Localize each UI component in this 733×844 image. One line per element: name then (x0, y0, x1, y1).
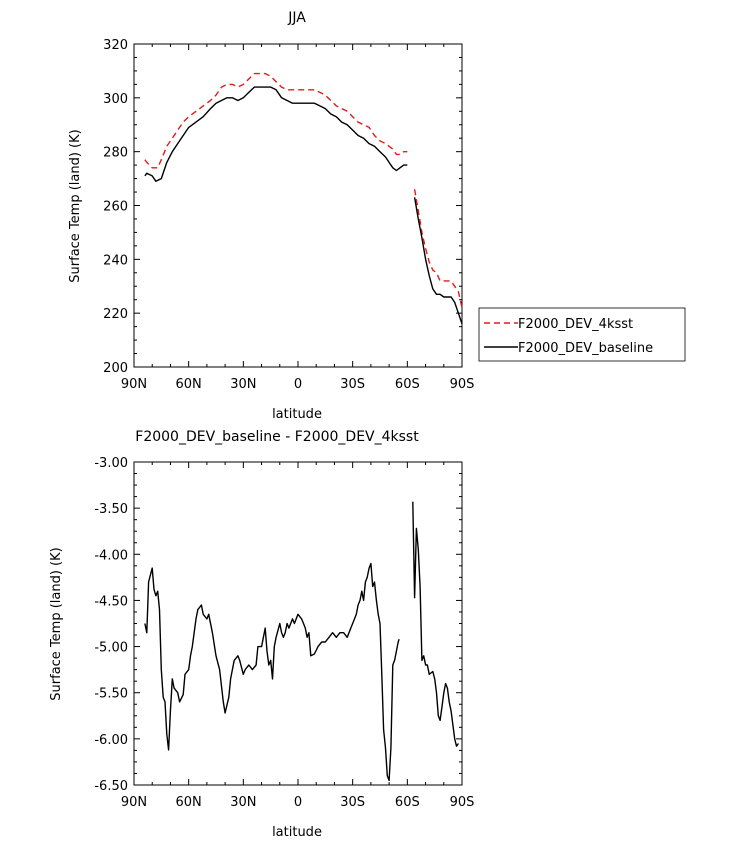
top-series-line-0 (413, 189, 463, 308)
top-y-axis-label: Surface Temp (land) (K) (68, 129, 83, 282)
legend-label-baseline: F2000_DEV_baseline (518, 341, 653, 356)
legend-box (478, 307, 686, 362)
bottom-x-ticks: 90N 60N 30N 0 30S 60S 90S (121, 462, 475, 810)
top-y-tick-label: 260 (103, 200, 128, 215)
top-y-tick-label: 320 (103, 38, 128, 53)
top-x-axis-label: latitude (272, 407, 322, 422)
bottom-y-tick-label: -6.50 (94, 779, 128, 794)
panel-top: JJA 90N 60N 30N 0 30S 60S 90S 200 220 240 260 280 3… (68, 10, 686, 422)
top-series-line-1 (144, 86, 408, 183)
top-x-tick-label: 0 (294, 377, 302, 392)
bottom-series-group (144, 501, 459, 782)
bottom-x-tick-label: 60N (176, 795, 202, 810)
top-x-tick-label: 30N (230, 377, 256, 392)
top-plot-frame (133, 43, 463, 368)
panel-bottom: F2000_DEV_baseline - F2000_DEV_4ksst 90N… (49, 429, 474, 840)
top-series-line-1 (413, 197, 463, 325)
top-x-tick-label: 60N (176, 377, 202, 392)
top-x-tick-label: 90S (450, 377, 475, 392)
top-y-ticks: 200 220 240 260 280 300 320 (103, 38, 462, 376)
top-y-tick-label: 280 (103, 146, 128, 161)
bottom-x-axis-label: latitude (272, 825, 322, 840)
top-x-tick-label: 30S (340, 377, 365, 392)
bottom-x-tick-label: 90N (121, 795, 147, 810)
bottom-y-tick-label: -3.00 (94, 456, 128, 471)
bottom-chart-title: F2000_DEV_baseline - F2000_DEV_4ksst (135, 429, 419, 445)
bottom-series-line-0 (144, 562, 400, 782)
bottom-x-tick-label: 90S (450, 795, 475, 810)
top-x-tick-label: 60S (395, 377, 420, 392)
bottom-x-tick-label: 30N (230, 795, 256, 810)
top-x-ticks: 90N 60N 30N 0 30S 60S 90S (121, 44, 475, 392)
top-chart-title: JJA (287, 10, 306, 26)
bottom-series-line-0 (412, 501, 459, 747)
top-series-group (144, 72, 463, 325)
bottom-y-tick-label: -5.00 (94, 641, 128, 656)
bottom-y-ticks: -6.50 -6.00 -5.50 -5.00 -4.50 -4.00 -3.50 -3.00 (94, 456, 462, 794)
top-y-tick-label: 240 (103, 253, 128, 268)
bottom-y-tick-label: -4.00 (94, 548, 128, 563)
bottom-x-tick-label: 30S (340, 795, 365, 810)
top-series-line-0 (144, 72, 408, 169)
top-y-tick-label: 220 (103, 307, 128, 322)
top-y-tick-label: 200 (103, 361, 128, 376)
top-x-tick-label: 90N (121, 377, 147, 392)
bottom-y-axis-label: Surface Temp (land) (K) (49, 547, 64, 700)
bottom-y-tick-label: -4.50 (94, 594, 128, 609)
bottom-x-tick-label: 60S (395, 795, 420, 810)
top-y-tick-label: 300 (103, 92, 128, 107)
bottom-y-tick-label: -5.50 (94, 687, 128, 702)
bottom-y-tick-label: -3.50 (94, 502, 128, 517)
legend-label-4ksst: F2000_DEV_4ksst (518, 317, 633, 332)
bottom-x-tick-label: 0 (294, 795, 302, 810)
bottom-y-tick-label: -6.00 (94, 733, 128, 748)
legend: F2000_DEV_4ksst F2000_DEV_baseline (478, 307, 686, 362)
